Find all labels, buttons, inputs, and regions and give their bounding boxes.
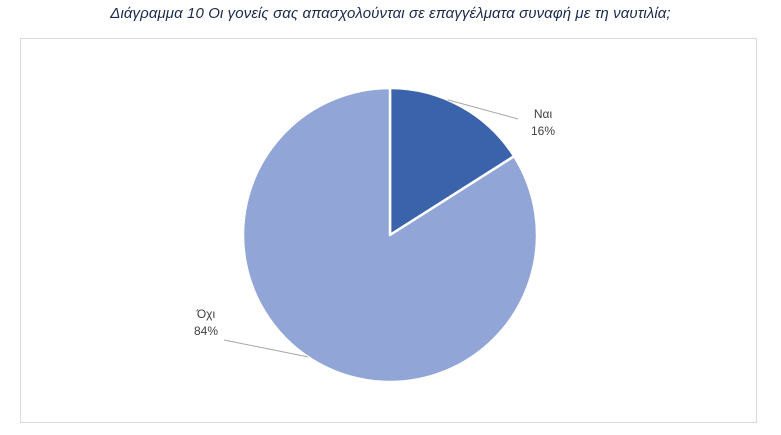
- data-label-percent: 84%: [194, 324, 218, 338]
- data-label-category: Όχι: [196, 307, 216, 321]
- leader-lines: [223, 99, 519, 358]
- pie-slice-nai: [388, 86, 516, 237]
- pie-slices: [241, 86, 539, 384]
- pie-slice-oxi: [241, 86, 539, 384]
- data-labels: Ναι 16% Όχι 84%: [194, 107, 555, 338]
- data-label-category: Ναι: [534, 107, 553, 121]
- data-label-percent: 16%: [531, 124, 555, 138]
- leader-line-nai: [447, 99, 519, 120]
- chart-caption: Διάγραμμα 10 Οι γονείς σας απασχολούνται…: [110, 5, 671, 22]
- leader-line-oxi: [223, 339, 308, 358]
